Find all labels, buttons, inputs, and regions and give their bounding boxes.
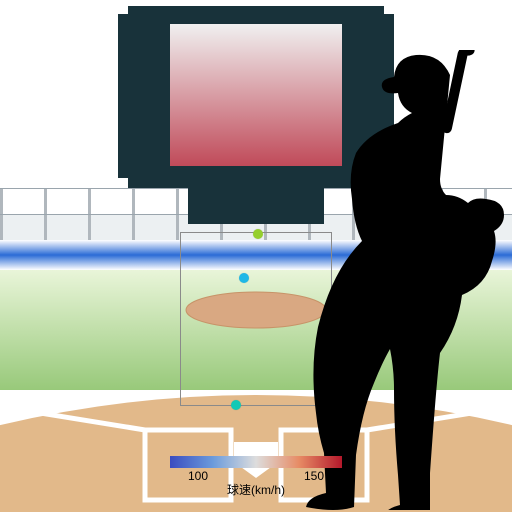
pitch-marker [231,400,241,410]
pitch-marker [253,229,263,239]
stands-post [88,189,91,215]
stands-post [88,215,91,241]
stands-post [44,189,47,215]
stands-post [132,215,135,241]
stands-post [176,215,179,241]
batter-silhouette [300,50,512,510]
stands-post [132,189,135,215]
scoreboard-wing [118,14,130,178]
velocity-legend: 100 150 球速(km/h) [170,456,342,496]
legend-colorbar [170,456,342,468]
legend-ticks: 100 150 [170,470,342,482]
pitch-location-chart: 100 150 球速(km/h) [0,0,512,512]
legend-tick: 150 [304,470,324,482]
stands-post [0,189,3,215]
legend-tick: 100 [188,470,208,482]
stands-post [44,215,47,241]
legend-label: 球速(km/h) [170,484,342,496]
pitch-marker [239,273,249,283]
stands-post [0,215,3,241]
stands-post [176,189,179,215]
